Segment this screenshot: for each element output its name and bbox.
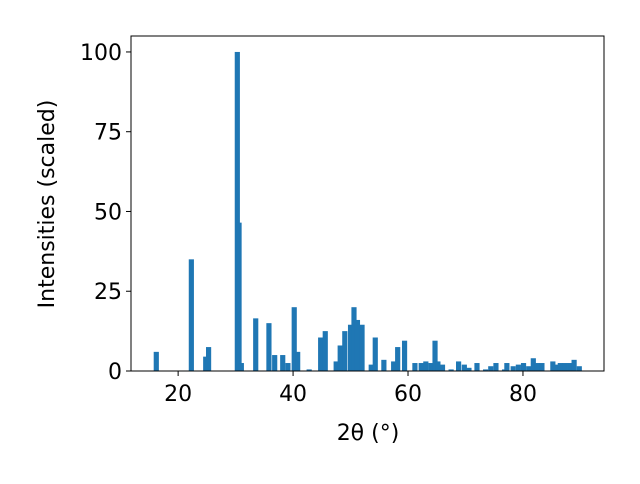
- bar: [234, 51, 240, 371]
- bar: [359, 324, 365, 371]
- bar: [322, 331, 328, 371]
- y-tick-label: 25: [94, 280, 122, 305]
- bar: [318, 337, 324, 371]
- bar: [238, 363, 244, 371]
- x-tick-label: 20: [164, 382, 192, 407]
- bar: [351, 307, 357, 371]
- y-tick-label: 0: [108, 360, 122, 385]
- bar: [337, 345, 343, 371]
- bar: [347, 324, 354, 371]
- y-axis-label: Intensities (scaled): [35, 100, 60, 309]
- x-tick-label: 60: [394, 382, 422, 407]
- bar: [236, 222, 242, 371]
- bar: [466, 367, 472, 371]
- y-tick-label: 100: [80, 41, 122, 66]
- bar: [510, 366, 516, 371]
- bar: [206, 347, 212, 371]
- bar: [266, 323, 272, 371]
- bar: [515, 364, 521, 371]
- bar: [354, 319, 361, 371]
- bar: [295, 351, 301, 371]
- x-tick-label: 80: [509, 382, 537, 407]
- bar: [493, 363, 499, 371]
- bar: [553, 364, 559, 371]
- bar: [188, 259, 194, 371]
- bar: [557, 363, 563, 371]
- bar: [412, 363, 418, 371]
- bar: [272, 355, 278, 371]
- bar: [567, 363, 573, 371]
- bar: [342, 331, 348, 371]
- bar: [333, 361, 339, 371]
- bar: [428, 363, 434, 371]
- bar: [483, 369, 489, 371]
- bar: [401, 340, 408, 371]
- bar: [520, 363, 527, 371]
- y-tick-label: 50: [94, 200, 122, 225]
- bar: [571, 359, 577, 371]
- bar: [456, 361, 462, 371]
- bar: [418, 363, 424, 371]
- bar: [474, 363, 480, 371]
- bar: [448, 369, 454, 371]
- bar: [203, 356, 209, 371]
- bar: [391, 361, 397, 371]
- bar: [285, 363, 291, 371]
- bar: [534, 363, 540, 371]
- bar: [368, 364, 374, 371]
- plot-frame: [130, 35, 605, 372]
- bar: [395, 347, 401, 371]
- bar: [562, 363, 568, 371]
- bar: [435, 361, 441, 371]
- bar: [539, 363, 545, 371]
- bar: [461, 364, 467, 371]
- bar: [153, 351, 159, 371]
- bar: [550, 361, 556, 371]
- bar: [381, 359, 387, 371]
- bar: [530, 358, 536, 371]
- bar: [488, 366, 494, 371]
- x-axis-label: 2θ (°): [337, 421, 400, 446]
- bar: [423, 361, 429, 371]
- bar: [504, 363, 510, 371]
- bar: [253, 318, 259, 371]
- bar: [576, 366, 582, 371]
- y-tick-label: 75: [94, 121, 122, 146]
- bar: [291, 307, 297, 371]
- bar: [306, 369, 312, 371]
- bar: [526, 366, 532, 371]
- bar: [280, 355, 286, 371]
- bar: [432, 340, 438, 371]
- bar: [439, 364, 446, 371]
- x-tick-label: 40: [279, 382, 307, 407]
- bar: [372, 337, 378, 371]
